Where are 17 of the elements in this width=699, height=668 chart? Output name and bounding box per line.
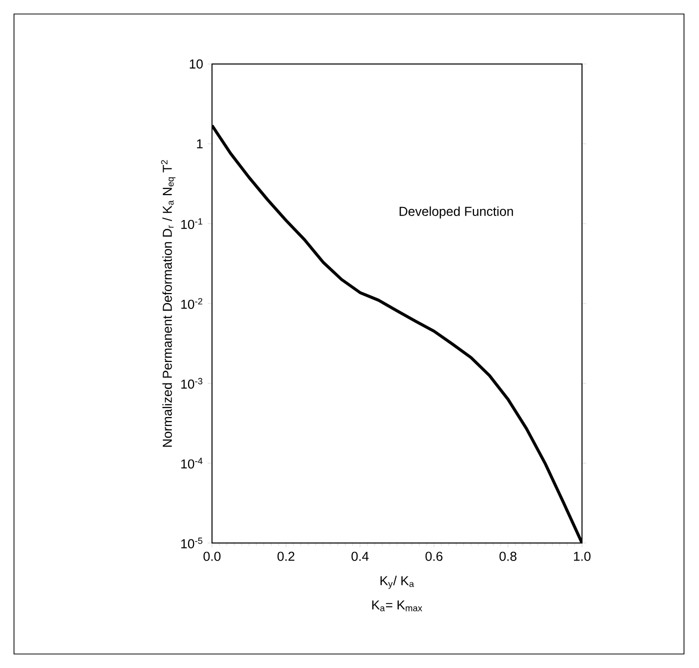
x-tick-label: 0.2 <box>278 552 294 561</box>
y-tick-label: 10$^{-5}$ <box>181 538 202 548</box>
y-tick-label: 10$^{-2}$ <box>181 298 202 309</box>
text: Developed Function <box>400 206 513 219</box>
x-tick-label: 0.0 <box>204 552 221 561</box>
y-tick-label: 10$^{-1}$ <box>181 218 202 230</box>
x-tick-label: 1.0 <box>574 552 591 561</box>
x-tick-label: 0.4 <box>352 552 369 561</box>
y-tick-label: 10 <box>190 59 203 69</box>
y-tick-label: 1 <box>197 139 203 148</box>
y-tick-label: 10$^{-3}$ <box>181 378 202 389</box>
y-axis-title: Normalized Permanent Deformation D$_{r}$ / K$_{a}$ N$_{eq}$ T$^{2}$ <box>161 160 176 447</box>
text: K$_{a}$= K$_{max}$ <box>372 600 422 612</box>
y-tick-label: 10$^{-4}$ <box>181 458 202 469</box>
x-axis-title: K$_{y}$/ K$_{a}$ <box>380 576 414 589</box>
x-tick-label: 0.6 <box>426 552 442 561</box>
x-tick-label: 0.8 <box>500 552 516 561</box>
